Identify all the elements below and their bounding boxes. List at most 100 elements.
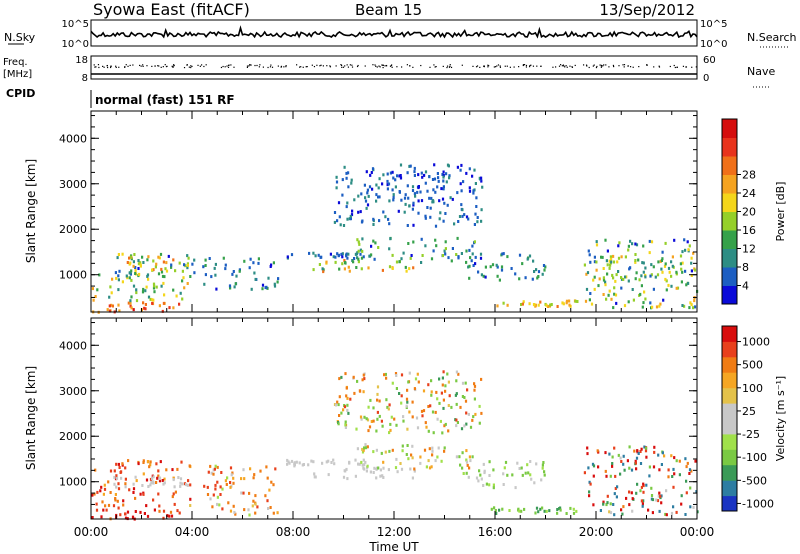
scatter-cell xyxy=(675,286,678,290)
scatter-cell xyxy=(359,252,362,256)
scatter-cell xyxy=(565,301,568,305)
scatter-cell xyxy=(468,276,471,280)
scatter-cell xyxy=(400,257,403,261)
scatter-cell xyxy=(228,284,232,288)
scatter-cell xyxy=(172,306,175,310)
scatter-cell xyxy=(665,513,668,517)
scatter-cell xyxy=(147,255,150,259)
scatter-cell xyxy=(312,251,315,255)
scatter-cell xyxy=(685,465,688,469)
nave-point xyxy=(322,65,324,67)
scatter-cell xyxy=(141,484,144,487)
scatter-cell xyxy=(422,409,426,413)
scatter-cell xyxy=(164,267,167,271)
scatter-cell xyxy=(101,500,104,504)
nave-label: Nave xyxy=(747,65,775,78)
scatter-cell xyxy=(181,482,184,486)
scatter-cell xyxy=(686,240,689,244)
scatter-cell xyxy=(110,291,113,295)
scatter-cell xyxy=(613,446,616,450)
scatter-cell xyxy=(420,261,423,264)
scatter-cell xyxy=(428,196,431,200)
nave-point xyxy=(513,66,515,68)
scatter-cell xyxy=(650,273,653,277)
scatter-cell xyxy=(614,293,618,297)
scatter-cell xyxy=(162,516,165,520)
scatter-cell xyxy=(517,507,520,511)
colorbar-swatch xyxy=(722,119,737,138)
scatter-cell xyxy=(387,182,391,186)
scatter-cell xyxy=(660,494,663,498)
scatter-cell xyxy=(409,467,412,471)
scatter-cell xyxy=(526,463,529,467)
nsearch-tick-top: 10^5 xyxy=(700,19,727,30)
scatter-cell xyxy=(108,309,111,313)
scatter-cell xyxy=(670,274,673,278)
scatter-cell xyxy=(145,504,148,508)
scatter-cell xyxy=(523,507,526,511)
scatter-cell xyxy=(676,286,680,290)
scatter-cell xyxy=(134,510,137,513)
scatter-cell xyxy=(667,283,670,287)
scatter-cell xyxy=(366,191,369,195)
scatter-cell xyxy=(640,485,643,489)
scatter-cell xyxy=(473,384,477,388)
scatter-cell xyxy=(476,216,479,219)
scatter-cell xyxy=(344,261,347,265)
colorbar-tick-label: -1000 xyxy=(742,497,774,510)
scatter-cell xyxy=(671,255,674,259)
scatter-cell xyxy=(238,269,241,273)
scatter-cell xyxy=(685,283,688,287)
scatter-cell xyxy=(407,380,410,384)
scatter-cell xyxy=(117,303,120,307)
scatter-cell xyxy=(498,508,501,512)
scatter-cell xyxy=(650,486,653,490)
nave-point xyxy=(326,65,328,67)
scatter-cell xyxy=(627,279,630,283)
scatter-cell xyxy=(696,510,699,514)
scatter-cell xyxy=(480,273,483,277)
scatter-cell xyxy=(411,444,414,448)
nave-point xyxy=(476,65,479,67)
scatter-cell xyxy=(267,507,270,510)
nave-point xyxy=(246,66,249,69)
scatter-cell xyxy=(421,254,424,257)
scatter-cell xyxy=(235,274,238,278)
nave-point xyxy=(497,64,500,66)
scatter-cell xyxy=(518,277,521,281)
nave-point xyxy=(162,66,164,68)
scatter-cell xyxy=(468,466,471,470)
scatter-cell xyxy=(690,256,693,260)
scatter-cell xyxy=(588,494,591,498)
scatter-cell xyxy=(314,475,317,479)
scatter-cell xyxy=(492,483,495,487)
scatter-cell xyxy=(96,490,99,494)
scatter-cell xyxy=(363,446,366,450)
scatter-cell xyxy=(406,427,409,431)
scatter-cell xyxy=(643,290,646,294)
scatter-cell xyxy=(468,248,471,252)
scatter-cell xyxy=(158,479,162,483)
time-tick-label: 20:00 xyxy=(579,525,614,539)
scatter-cell xyxy=(388,449,391,453)
scatter-cell xyxy=(437,176,440,180)
scatter-cell xyxy=(379,474,382,478)
scatter-cell xyxy=(409,256,412,260)
scatter-cell xyxy=(648,474,651,478)
scatter-cell xyxy=(614,279,617,283)
colorbar-tick-label: 28 xyxy=(742,169,756,182)
scatter-cell xyxy=(378,399,381,403)
scatter-cell xyxy=(572,507,575,511)
scatter-cell xyxy=(353,257,356,260)
nsky-label: N.Sky xyxy=(4,31,36,44)
scatter-cell xyxy=(482,484,485,487)
nave-point xyxy=(171,66,174,68)
nave-point xyxy=(608,66,610,68)
scatter-cell xyxy=(349,397,352,401)
scatter-cell xyxy=(493,506,496,510)
scatter-cell xyxy=(441,431,444,435)
scatter-cell xyxy=(221,487,224,491)
colorbar-swatch xyxy=(722,211,737,231)
scatter-cell xyxy=(438,217,441,221)
scatter-cell xyxy=(272,511,275,515)
